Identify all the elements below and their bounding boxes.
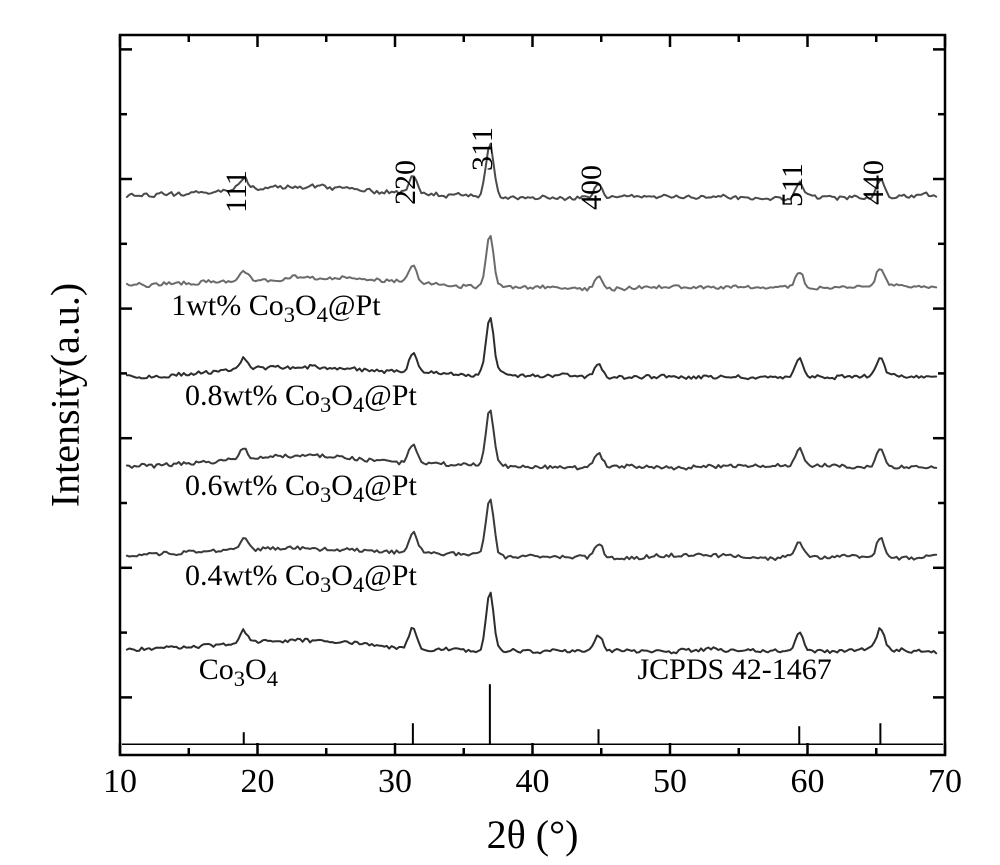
trace-label-0p6: 0.6wt% Co3O4@Pt [185,469,417,503]
trace-label-1p0: 1wt% Co3O4@Pt [171,289,380,323]
peak-label-220: 220 [389,160,423,205]
x-tick-label: 50 [653,763,687,801]
xrd-trace-co3o4 [127,593,936,654]
xrd-figure: Intensity(a.u.) 2θ (°) 10 20 30 40 50 60 70 11… [0,0,1000,865]
peak-label-311: 311 [466,127,500,171]
x-axis-title: 2θ (°) [487,811,579,858]
trace-label-0p4: 0.4wt% Co3O4@Pt [185,559,417,593]
xrd-trace-0p4 [127,500,936,560]
peak-label-511: 511 [776,164,810,208]
x-tick-label: 70 [928,763,962,801]
x-tick-label: 60 [791,763,825,801]
xrd-trace-0p8 [127,318,936,379]
x-tick-label: 10 [103,763,137,801]
peak-label-111: 111 [220,170,254,213]
xrd-trace-0p6 [127,411,936,470]
xrd-trace-1p0 [127,236,936,291]
reference-card-label: JCPDS 42-1467 [638,653,832,687]
peak-label-440: 440 [857,160,891,205]
plot-svg [0,0,1000,865]
trace-label-co3o4: Co3O4 [199,653,278,687]
trace-label-0p8: 0.8wt% Co3O4@Pt [185,379,417,413]
x-tick-label: 40 [516,763,550,801]
x-tick-label: 30 [378,763,412,801]
y-axis-title: Intensity(a.u.) [42,283,89,507]
x-tick-label: 20 [241,763,275,801]
peak-label-400: 400 [575,165,609,210]
